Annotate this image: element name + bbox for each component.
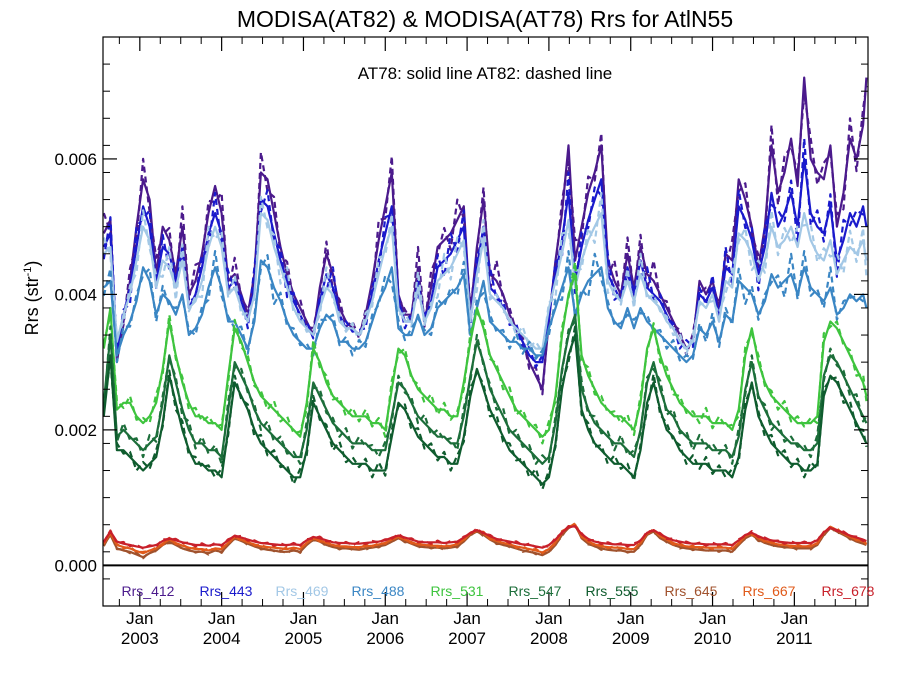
plot-frame — [102, 36, 869, 607]
x-tick-year-label: 2004 — [203, 629, 241, 648]
legend-entry-rrs-488: Rrs_488 — [352, 583, 405, 599]
legend-entry-rrs-469: Rrs_469 — [276, 583, 329, 599]
legend-entry-rrs-678: Rrs_678 — [822, 583, 875, 599]
series-dashed-line-rrs-678 — [102, 524, 867, 550]
series-dashed-line-rrs-488 — [102, 250, 867, 364]
plot-area — [102, 76, 868, 560]
y-tick-label: 0.000 — [54, 556, 97, 575]
legend-entry-rrs-412: Rrs_412 — [122, 583, 175, 599]
x-tick-month-label: Jan — [535, 609, 562, 628]
x-tick-month-label: Jan — [290, 609, 317, 628]
x-tick-year-label: 2009 — [612, 629, 650, 648]
y-tick-label: 0.002 — [54, 421, 97, 440]
legend-entry-rrs-547: Rrs_547 — [509, 583, 562, 599]
x-tick-year-label: 2005 — [285, 629, 323, 648]
y-tick-label: 0.004 — [54, 285, 97, 304]
x-tick-month-label: Jan — [372, 609, 399, 628]
x-tick-month-label: Jan — [617, 609, 644, 628]
y-axis-label: Rrs (str-1) — [22, 261, 42, 336]
series-dashed-line-rrs-469 — [102, 191, 868, 355]
chart-annotation: AT78: solid line AT82: dashed line — [358, 64, 613, 83]
chart-title: MODISA(AT82) & MODISA(AT78) Rrs for AtlN… — [237, 6, 733, 32]
x-tick-month-label: Jan — [453, 609, 480, 628]
y-axis-label-superscript: -1 — [22, 267, 34, 277]
x-tick-year-label: 2011 — [776, 629, 813, 648]
series-dashed-line-rrs-443 — [102, 137, 867, 369]
x-tick-month-label: Jan — [699, 609, 726, 628]
axes: 0.0000.0020.0040.006Jan2003Jan2004Jan200… — [54, 36, 869, 648]
y-axis-label-close: ) — [22, 261, 42, 267]
legend-entry-rrs-443: Rrs_443 — [200, 583, 253, 599]
legend-entry-rrs-645: Rrs_645 — [665, 583, 718, 599]
series-dashed-line-rrs-645 — [102, 524, 867, 560]
x-tick-month-label: Jan — [126, 609, 153, 628]
series-dashed-line-rrs-547 — [102, 320, 868, 465]
y-axis-label-base: Rrs (str — [22, 276, 42, 335]
x-tick-year-label: 2003 — [121, 629, 159, 648]
y-tick-label: 0.006 — [54, 150, 97, 169]
x-tick-year-label: 2010 — [694, 629, 732, 648]
legend: Rrs_412 Rrs_443 Rrs_469 Rrs_488 Rrs_531 Rrs_5… — [122, 583, 875, 599]
series-dashed-line-rrs-531 — [102, 260, 868, 445]
x-tick-month-label: Jan — [781, 609, 808, 628]
x-tick-year-label: 2007 — [448, 629, 486, 648]
legend-entry-rrs-555: Rrs_555 — [586, 583, 639, 599]
series-dashed-line-rrs-667 — [102, 522, 868, 555]
legend-entry-rrs-667: Rrs_667 — [743, 583, 796, 599]
series-dashed-line-rrs-555 — [102, 325, 868, 491]
x-tick-year-label: 2008 — [530, 629, 568, 648]
x-tick-year-label: 2006 — [366, 629, 404, 648]
x-tick-month-label: Jan — [208, 609, 235, 628]
legend-entry-rrs-531: Rrs_531 — [431, 583, 484, 599]
